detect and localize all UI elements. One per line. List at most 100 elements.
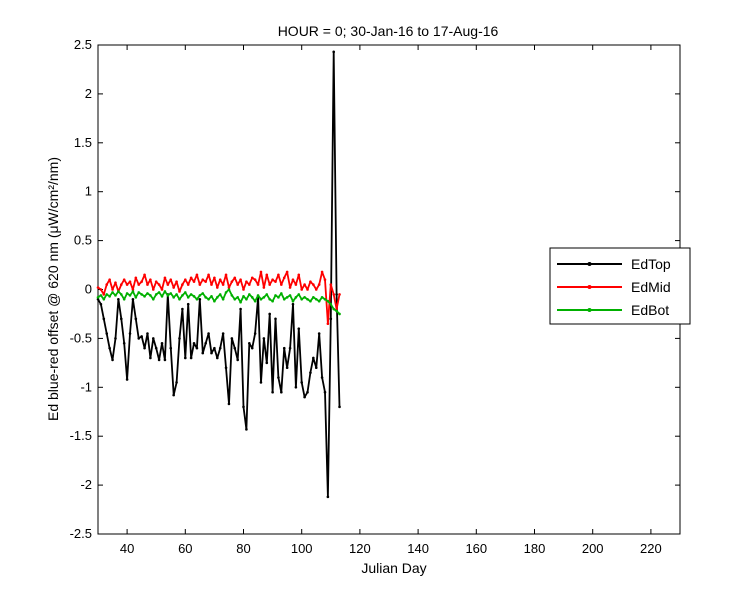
- data-point-EdMid: [210, 283, 213, 286]
- data-point-EdBot: [332, 307, 336, 311]
- data-point-EdBot: [268, 297, 271, 301]
- data-point-EdMid: [256, 283, 260, 286]
- data-point-EdTop: [227, 402, 231, 406]
- data-point-EdBot: [265, 293, 269, 296]
- data-point-EdMid: [175, 280, 178, 283]
- data-point-EdMid: [265, 273, 269, 277]
- data-point-EdBot: [207, 297, 210, 301]
- series-EdTop: [96, 50, 341, 499]
- data-point-EdTop: [125, 378, 129, 381]
- legend-label-EdTop: EdTop: [631, 256, 671, 272]
- data-point-EdMid: [108, 278, 111, 282]
- x-tick-label: 120: [349, 541, 371, 556]
- y-tick-label: -1: [80, 379, 92, 394]
- data-point-EdMid: [213, 276, 216, 280]
- data-point-EdBot: [245, 297, 248, 301]
- data-point-EdMid: [224, 273, 228, 277]
- x-axis-label: Julian Day: [361, 560, 426, 576]
- data-point-EdTop: [242, 405, 245, 409]
- data-point-EdMid: [332, 293, 336, 296]
- data-point-EdMid: [236, 283, 239, 286]
- data-point-EdMid: [140, 280, 143, 283]
- data-point-EdMid: [250, 276, 254, 280]
- data-point-EdTop: [149, 356, 152, 360]
- data-point-EdTop: [277, 376, 280, 379]
- data-point-EdBot: [329, 302, 333, 306]
- data-point-EdBot: [210, 295, 213, 298]
- data-point-EdTop: [198, 297, 202, 301]
- data-point-EdMid: [151, 288, 155, 291]
- data-point-EdBot: [256, 294, 260, 297]
- data-point-EdTop: [253, 332, 257, 335]
- data-point-EdMid: [111, 288, 114, 291]
- x-tick-label: 100: [291, 541, 313, 556]
- data-point-EdBot: [312, 296, 315, 299]
- data-point-EdTop: [114, 337, 117, 340]
- data-point-EdTop: [157, 358, 161, 362]
- data-point-EdTop: [245, 428, 248, 431]
- x-tick-label: 160: [465, 541, 487, 556]
- y-tick-label: -0.5: [70, 330, 92, 345]
- data-point-EdMid: [172, 286, 175, 289]
- data-point-EdMid: [198, 283, 202, 286]
- data-point-EdMid: [125, 283, 129, 286]
- data-point-EdMid: [323, 278, 327, 282]
- data-point-EdBot: [224, 291, 228, 294]
- data-point-EdBot: [189, 293, 193, 296]
- data-point-EdBot: [280, 292, 283, 295]
- data-point-EdTop: [137, 337, 141, 340]
- data-point-EdMid: [280, 283, 283, 286]
- y-axis-ticks: -2.5 -2 -1.5 -1 -0.5 0 0.5 1 1.5 2 2.5: [70, 37, 680, 541]
- data-point-EdMid: [154, 280, 158, 283]
- data-point-EdMid: [216, 286, 219, 289]
- data-point-EdMid: [192, 280, 196, 283]
- data-point-EdTop: [213, 346, 216, 350]
- y-tick-label: -2.5: [70, 526, 92, 541]
- data-point-EdBot: [157, 291, 161, 294]
- data-point-EdMid: [221, 283, 225, 286]
- data-point-EdTop: [160, 341, 164, 345]
- data-point-EdBot: [285, 296, 289, 299]
- data-point-EdBot: [146, 292, 149, 295]
- data-point-EdMid: [230, 280, 234, 283]
- data-point-EdTop: [288, 346, 292, 350]
- data-point-EdMid: [248, 283, 251, 286]
- data-point-EdTop: [230, 337, 234, 340]
- data-point-EdBot: [282, 297, 286, 301]
- data-point-EdBot: [154, 293, 158, 296]
- data-point-EdMid: [233, 276, 237, 280]
- data-point-EdMid: [282, 276, 286, 280]
- data-point-EdMid: [306, 288, 309, 291]
- data-point-EdBot: [114, 294, 117, 297]
- data-point-EdTop: [233, 346, 237, 350]
- data-point-EdTop: [134, 317, 138, 321]
- data-point-EdBot: [160, 295, 164, 298]
- data-point-EdTop: [128, 332, 132, 335]
- data-point-EdMid: [329, 283, 333, 286]
- data-point-EdMid: [163, 276, 167, 280]
- data-point-EdTop: [201, 351, 205, 355]
- data-point-EdMid: [137, 283, 141, 286]
- data-point-EdBot: [227, 288, 231, 291]
- data-point-EdTop: [323, 390, 327, 394]
- data-point-EdMid: [326, 322, 330, 326]
- series-line-EdTop: [97, 50, 341, 498]
- data-point-EdTop: [314, 366, 318, 370]
- y-tick-label: -2: [80, 477, 92, 492]
- chart-title: HOUR = 0; 30-Jan-16 to 17-Aug-16: [278, 23, 499, 39]
- data-point-EdBot: [233, 297, 237, 301]
- data-point-EdMid: [114, 281, 117, 284]
- data-point-EdMid: [218, 278, 222, 282]
- data-point-EdBot: [309, 299, 312, 303]
- data-point-EdBot: [169, 292, 173, 295]
- y-axis-label: Ed blue-red offset @ 620 nm (μW/cm²/nm): [45, 157, 61, 421]
- series-EdMid: [96, 270, 341, 326]
- data-point-EdBot: [274, 294, 277, 297]
- data-point-EdBot: [149, 294, 152, 297]
- data-point-EdTop: [119, 317, 123, 321]
- data-point-EdTop: [271, 390, 274, 394]
- data-point-EdBot: [262, 296, 266, 299]
- data-point-EdBot: [326, 299, 330, 303]
- legend: EdTop EdMid EdBot: [549, 247, 691, 325]
- data-point-EdMid: [166, 283, 170, 286]
